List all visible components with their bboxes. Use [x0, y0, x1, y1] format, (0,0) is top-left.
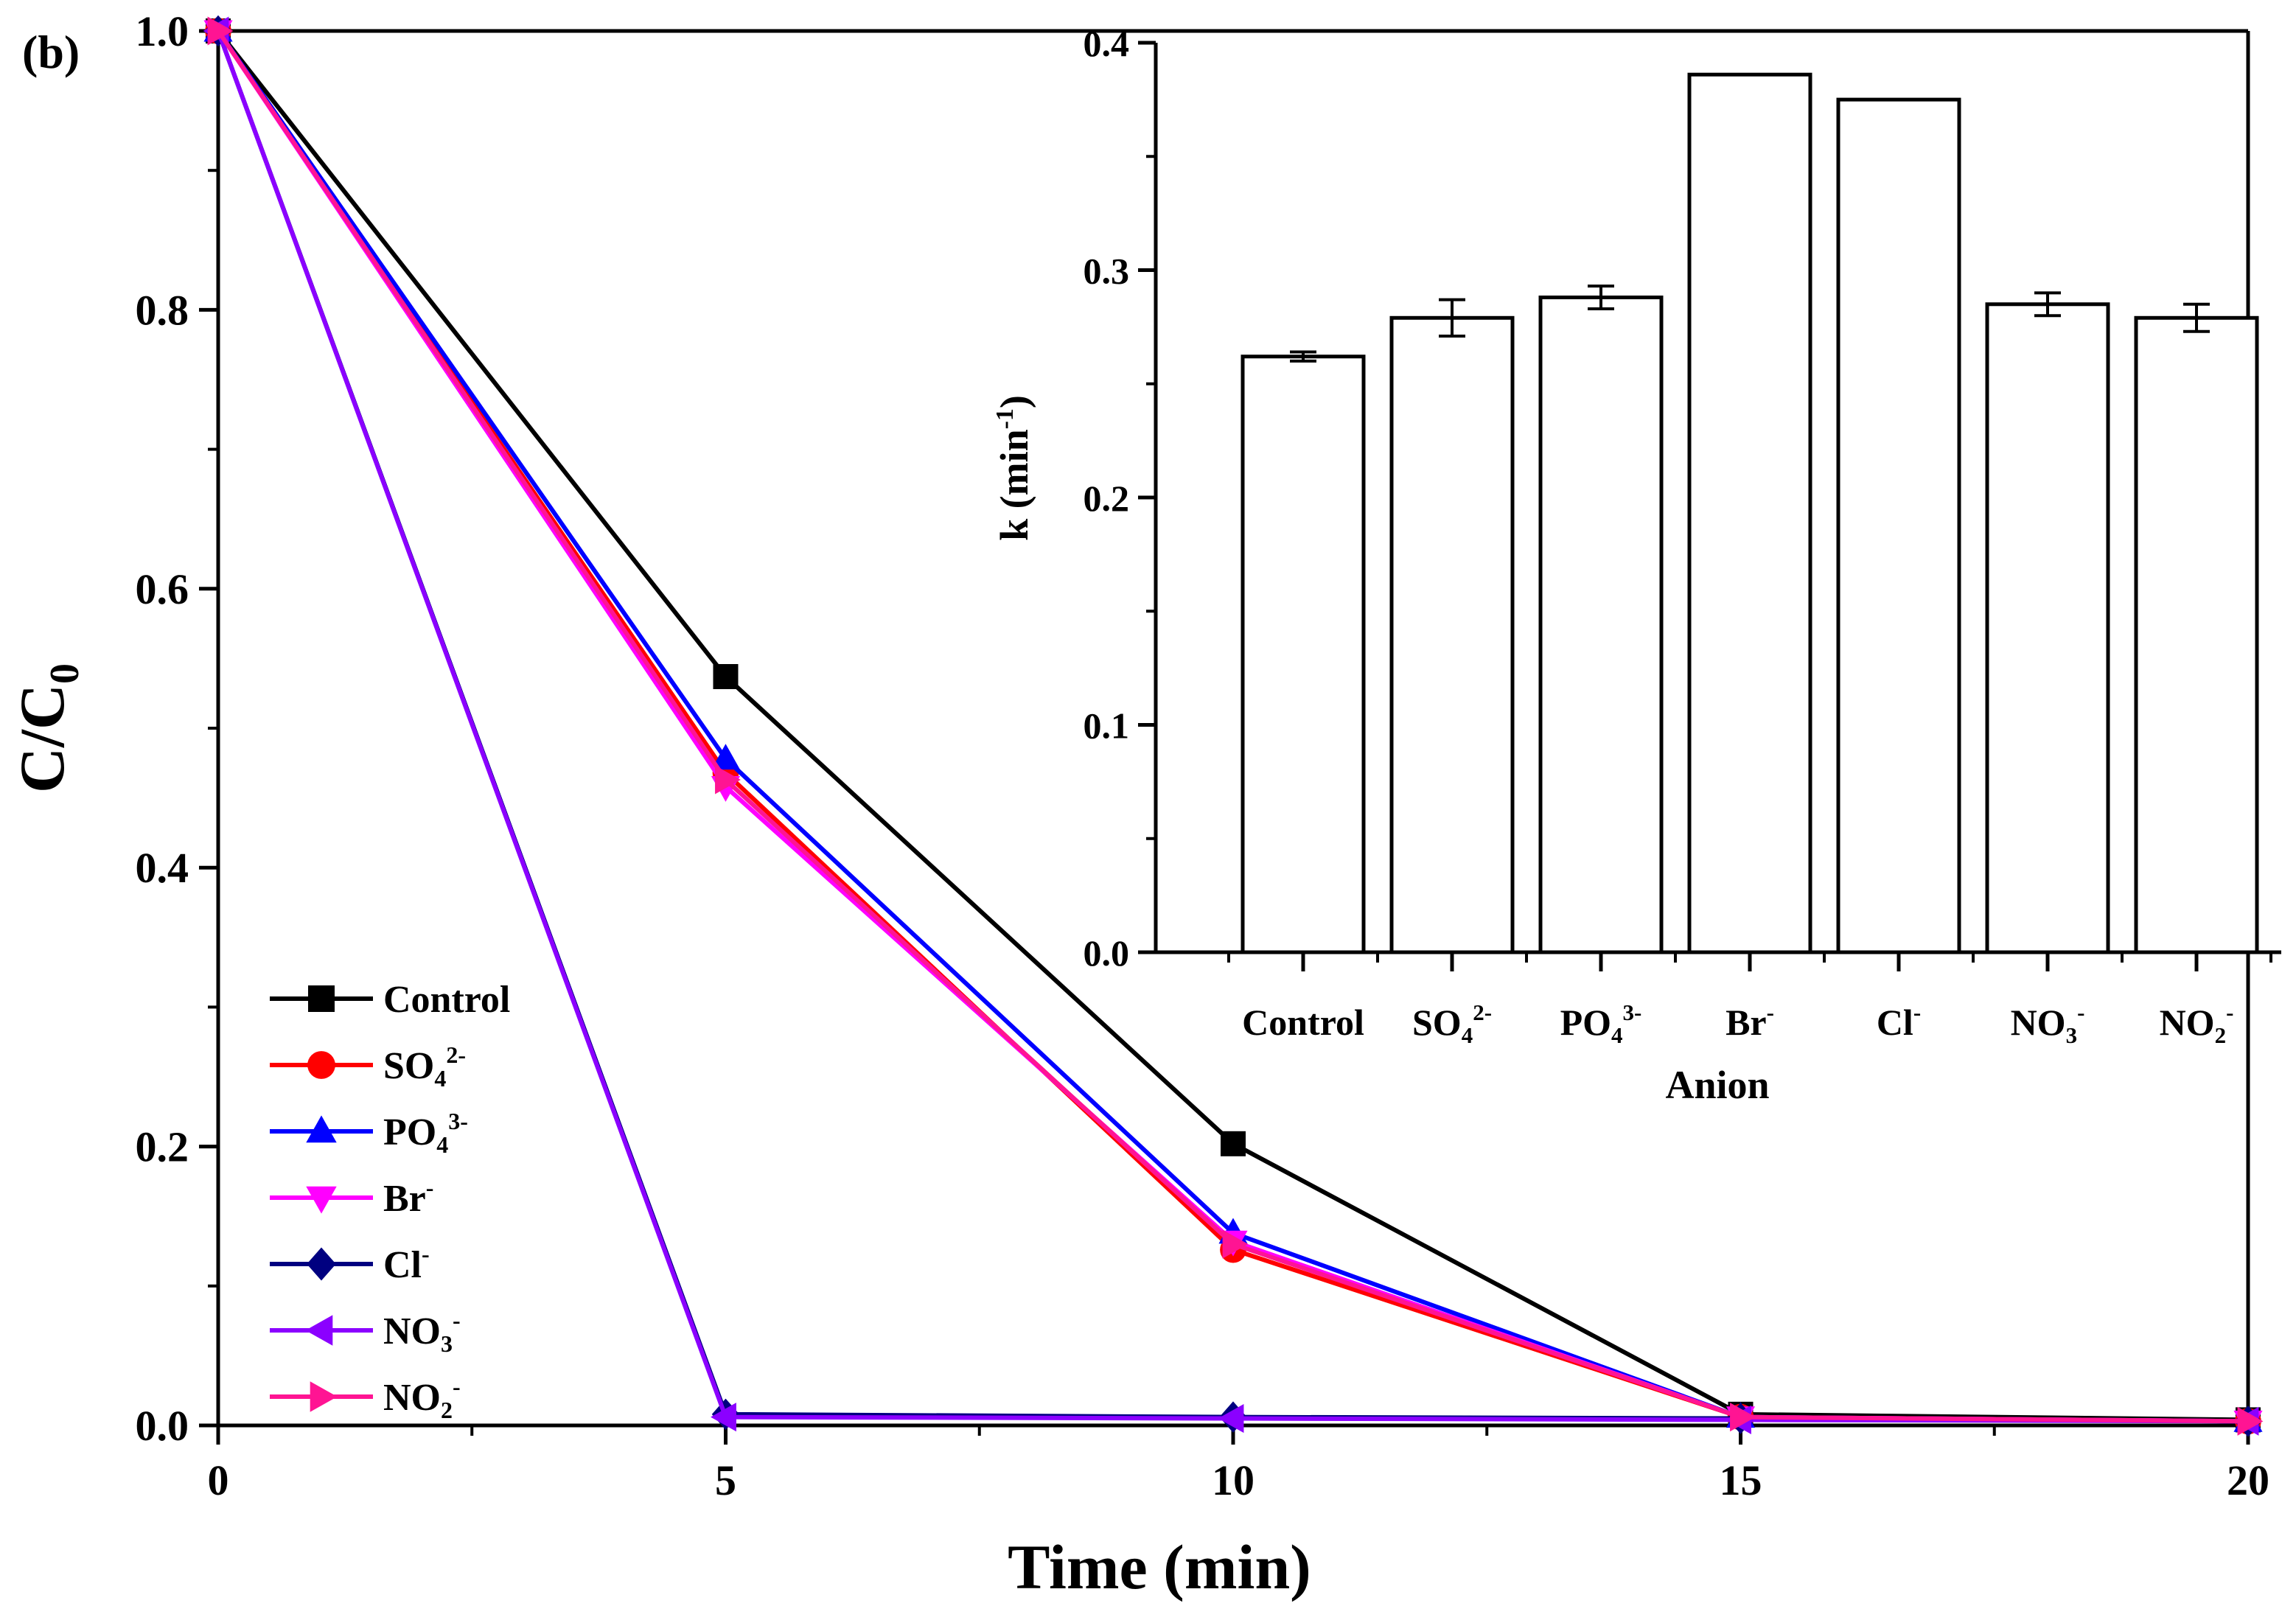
legend-entry: Cl-: [270, 1240, 430, 1286]
data-point: [1730, 1403, 1756, 1432]
legend-label: Cl-: [383, 1240, 430, 1286]
data-point: [1218, 1403, 1244, 1434]
bar-group: [1687, 72, 1812, 954]
inset-x-tick-label: NO3-: [2011, 999, 2085, 1048]
legend-label: Control: [383, 979, 510, 1021]
legend-marker: [307, 1051, 335, 1079]
inset-x-tick-label: Cl-: [1877, 999, 1921, 1043]
legend-marker: [305, 1315, 333, 1346]
bar-group: [1389, 298, 1515, 954]
legend-label: NO3-: [383, 1307, 461, 1357]
legend-entry: Br-: [270, 1174, 433, 1220]
y-axis-title: C/C0: [7, 663, 88, 793]
bar: [1389, 315, 1515, 954]
inset-x-tick-label: SO42-: [1412, 999, 1492, 1048]
bar-group: [1241, 350, 1366, 954]
inset-x-axis-title: Anion: [1665, 1063, 1769, 1107]
x-tick-label: 5: [715, 1456, 736, 1504]
inset-y-axis-title: k (min-1): [991, 395, 1036, 541]
legend-marker: [308, 985, 335, 1012]
data-point: [711, 744, 741, 770]
y-tick-label: 1.0: [136, 7, 189, 55]
y-axis-title-group: C/C0: [7, 663, 88, 793]
inset-y-axis-title-group: k (min-1): [991, 395, 1036, 541]
bar: [1985, 302, 2110, 954]
panel-label: (b): [22, 26, 80, 78]
x-tick-label: 20: [2227, 1456, 2269, 1504]
y-tick-label: 0.4: [136, 844, 189, 892]
data-point: [713, 663, 739, 689]
series-6: [207, 16, 2264, 1436]
bar: [2134, 315, 2259, 954]
legend-marker: [310, 1381, 338, 1412]
bar: [1538, 296, 1664, 954]
inset-x-tick-label: Control: [1242, 1002, 1364, 1043]
inset-x-tick-label: Br-: [1726, 999, 1774, 1043]
legend-marker: [307, 1247, 336, 1281]
inset-x-tick-label: PO43-: [1560, 999, 1642, 1048]
legend-marker: [306, 1115, 337, 1143]
x-tick-label: 0: [208, 1456, 229, 1504]
legend-entry: NO3-: [270, 1307, 461, 1357]
inset-plot: 0.0 0.1 0.2 0.3 0.4 Control SO42- PO43- Br- Cl- NO…: [991, 23, 2281, 1107]
legend-label: Br-: [383, 1174, 433, 1220]
bar-group: [1836, 97, 1961, 954]
legend-label: SO42-: [383, 1041, 466, 1092]
bar: [1836, 97, 1961, 954]
legend-entry: SO42-: [270, 1041, 466, 1092]
data-point: [1221, 1131, 1246, 1156]
inset-y-tick-label: 0.0: [1084, 932, 1130, 974]
x-tick-label: 10: [1212, 1456, 1255, 1504]
bar: [1241, 355, 1366, 954]
bar-group: [1985, 291, 2110, 954]
data-point: [711, 1403, 736, 1432]
legend-label: NO2-: [383, 1373, 461, 1423]
bar-group: [2134, 302, 2259, 954]
inset-y-tick-label: 0.4: [1084, 23, 1130, 64]
legend-entry: NO2-: [270, 1373, 461, 1423]
x-axis-title: Time (min): [1008, 1532, 1311, 1602]
data-point: [1222, 1229, 1249, 1259]
y-tick-label: 0.6: [136, 565, 189, 613]
bar: [1687, 72, 1812, 954]
inset-y-tick-label: 0.2: [1084, 478, 1130, 519]
data-point: [715, 765, 741, 795]
data-point: [2237, 1406, 2264, 1436]
y-tick-label: 0.8: [136, 286, 189, 334]
legend-entry: PO43-: [270, 1108, 468, 1158]
inset-x-tick-label: NO2-: [2160, 999, 2234, 1048]
legend-label: PO43-: [383, 1108, 468, 1158]
y-tick-label: 0.2: [136, 1123, 189, 1171]
y-tick-label: 0.0: [136, 1402, 189, 1450]
data-point: [207, 16, 234, 46]
inset-y-tick-label: 0.3: [1084, 251, 1130, 292]
bar-group: [1538, 284, 1664, 954]
main-plot: 0 5 10 15 20 0.0 0.2 0.4 0.6 0.8 1.0 Time (min) C/C0: [7, 7, 2269, 1602]
legend-marker: [306, 1186, 337, 1214]
x-tick-label: 15: [1720, 1456, 1762, 1504]
inset-y-tick-label: 0.1: [1084, 705, 1130, 747]
legend: Control SO42- PO43- Br- Cl- NO3- NO2-: [270, 979, 510, 1423]
legend-entry: Control: [270, 979, 510, 1021]
